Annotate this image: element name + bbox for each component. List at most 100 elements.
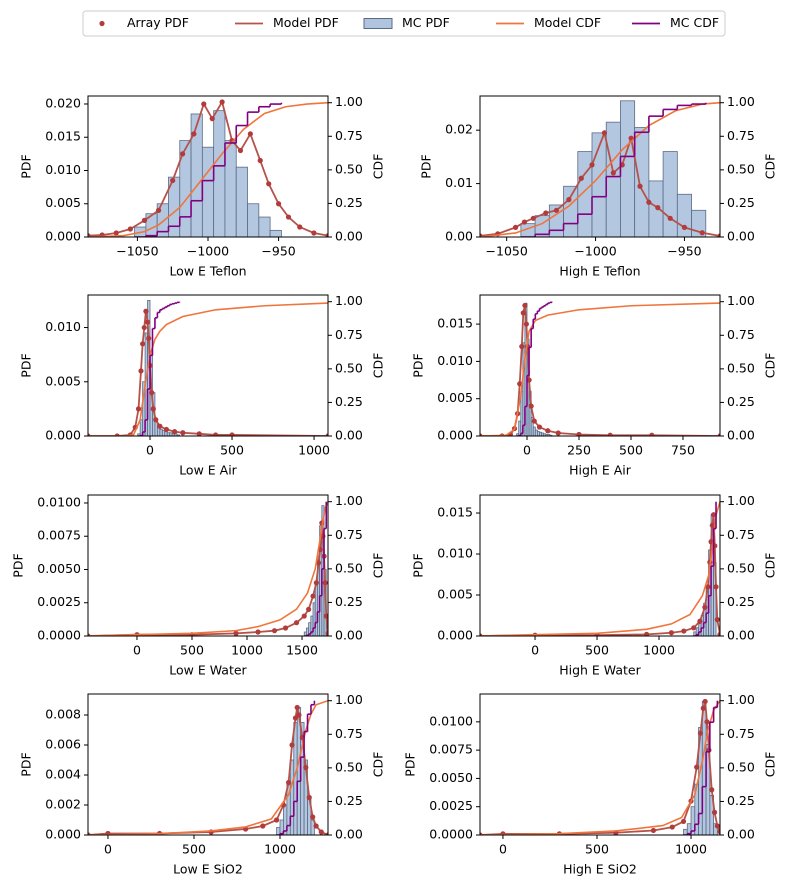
y2-tick-label: 0.75: [335, 527, 363, 542]
y-tick-label: 0.002: [45, 797, 81, 812]
y2-tick-label: 0.00: [335, 827, 363, 842]
plot-area: [480, 501, 720, 636]
y2-tick-label: 0.75: [727, 327, 755, 342]
x-tick-label: −1050: [116, 244, 158, 259]
y2-tick-label: 1.00: [727, 293, 755, 308]
array-pdf-point: [273, 817, 280, 823]
histogram-bar: [563, 185, 579, 237]
array-pdf-point: [705, 584, 711, 590]
legend-box: [82, 10, 726, 37]
array-pdf-point: [219, 99, 225, 105]
array-pdf-point: [681, 628, 687, 634]
y-tick-label: 0.000: [437, 628, 473, 643]
axes-frame: [479, 294, 721, 437]
y2-axis-label: CDF: [763, 553, 778, 579]
plot-area: [88, 501, 328, 636]
array-pdf-point: [325, 630, 328, 636]
legend-patch: [363, 18, 393, 29]
array-pdf-point: [303, 764, 309, 771]
array-pdf-point: [143, 308, 149, 314]
plot-area: [88, 300, 328, 436]
x-tick-label: −1000: [574, 244, 616, 259]
y-tick-label: 0.0025: [429, 798, 473, 813]
array-pdf-point: [88, 233, 91, 237]
y-axis-label: PDF: [403, 752, 418, 776]
array-pdf-point: [144, 319, 151, 325]
array-pdf-point: [323, 613, 328, 619]
y-tick-label: 0.015: [437, 316, 473, 331]
y2-tick-label: 0.75: [335, 128, 363, 143]
plot-area: [480, 301, 720, 436]
legend-label: Model PDF: [273, 15, 339, 30]
legend-label: MC CDF: [670, 15, 719, 30]
model-pdf-line: [88, 522, 328, 636]
y-tick-label: 0.005: [437, 390, 473, 405]
x-axis-label: High E Water: [559, 663, 641, 678]
array-pdf-point: [553, 207, 560, 213]
array-pdf-point: [528, 403, 534, 409]
y2-tick-label: 0.50: [335, 759, 363, 774]
y2-tick-label: 0.25: [727, 793, 755, 808]
histogram-bar: [201, 146, 215, 237]
array-pdf-point: [566, 197, 572, 203]
x-tick-label: 0: [499, 842, 507, 857]
plot-area: [88, 99, 328, 237]
histogram-bar: [620, 100, 636, 237]
array-pdf-point: [237, 147, 244, 154]
y-axis-label: PDF: [19, 154, 34, 178]
array-pdf-point: [710, 512, 717, 518]
x-tick-label: 0: [104, 842, 112, 857]
x-axis-label: Low E Teflon: [169, 264, 246, 279]
y-tick-label: 0.0075: [37, 528, 81, 543]
axes-frame: [87, 693, 329, 836]
array-pdf-point: [306, 606, 312, 612]
array-pdf-point: [697, 730, 704, 736]
y-tick-label: 0.0050: [37, 561, 81, 576]
axes-frame: [479, 693, 721, 836]
y-tick-label: 0.006: [45, 737, 81, 752]
array-pdf-point: [713, 584, 719, 590]
histogram-bar: [269, 229, 282, 237]
y-tick-label: 0.010: [45, 319, 81, 334]
y-tick-label: 0.0100: [429, 713, 473, 728]
array-pdf-point: [711, 809, 718, 815]
y2-tick-label: 1.00: [335, 293, 363, 308]
y-tick-label: 0.01: [445, 175, 473, 190]
array-pdf-point: [170, 177, 176, 184]
y2-tick-label: 0.00: [335, 428, 363, 443]
y2-axis-label: CDF: [763, 752, 778, 778]
array-pdf-point: [141, 217, 148, 223]
model-pdf-line: [480, 701, 720, 835]
y2-tick-label: 1.00: [335, 493, 363, 508]
y2-tick-label: 0.25: [727, 394, 755, 409]
y2-tick-label: 0.75: [727, 128, 755, 143]
legend-marker: [99, 20, 105, 27]
model-cdf-line: [480, 101, 720, 237]
array-pdf-point: [709, 787, 715, 793]
y2-tick-label: 0.25: [335, 394, 363, 409]
axes-frame: [87, 494, 329, 637]
array-pdf-point: [517, 381, 523, 387]
y-axis-label: PDF: [411, 553, 426, 577]
y-tick-label: 0.000: [45, 827, 81, 842]
x-tick-label: 0: [133, 643, 141, 658]
model-pdf-line: [88, 311, 328, 436]
array-pdf-point: [140, 341, 146, 347]
array-pdf-point: [149, 390, 155, 396]
y2-tick-label: 0.75: [727, 726, 755, 741]
array-pdf-point: [127, 226, 133, 232]
y2-tick-label: 0.50: [727, 560, 755, 575]
y2-tick-label: 0.25: [335, 195, 363, 210]
y-axis-label: PDF: [411, 353, 426, 377]
array-pdf-point: [301, 613, 307, 619]
x-tick-label: −950: [261, 244, 295, 259]
array-pdf-point: [589, 162, 595, 168]
array-pdf-point: [667, 215, 673, 221]
array-pdf-point: [669, 824, 675, 830]
y2-axis-label: CDF: [371, 353, 386, 379]
y2-tick-label: 1.00: [335, 692, 363, 707]
array-pdf-point: [313, 823, 319, 829]
array-pdf-point: [681, 224, 688, 230]
array-pdf-point: [257, 157, 263, 164]
array-pdf-point: [293, 620, 300, 626]
